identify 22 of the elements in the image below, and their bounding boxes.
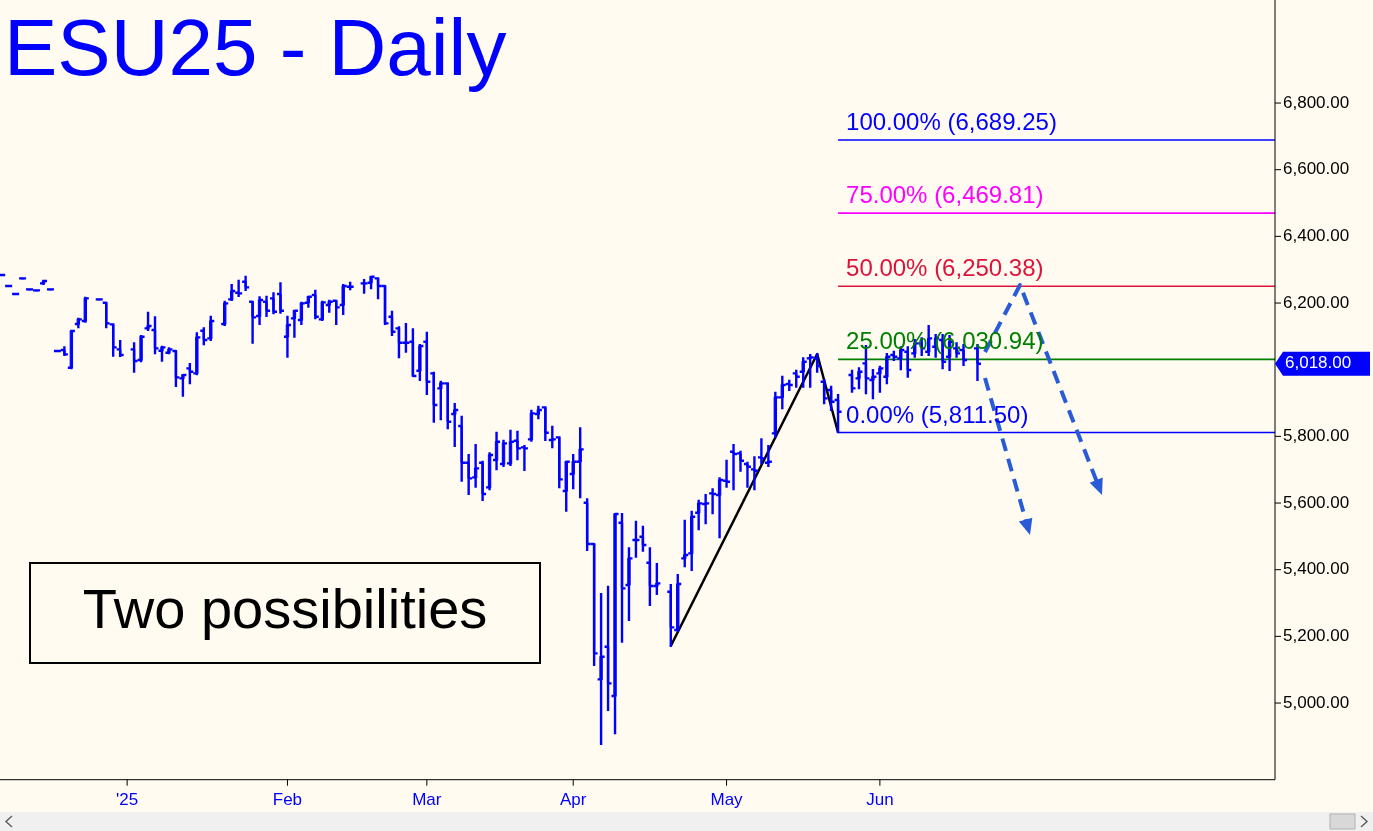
- ref-line-label: 50.00% (6,250.38): [846, 254, 1044, 282]
- ref-line-label: 75.00% (6,469.81): [846, 181, 1044, 209]
- y-tick-label: 5,800.00: [1283, 425, 1350, 445]
- x-tick-label: May: [710, 789, 744, 809]
- y-tick-label: 5,600.00: [1283, 492, 1350, 512]
- chart-title: ESU25 - Daily: [4, 3, 507, 92]
- ref-line-label: 0.00% (5,811.50): [846, 400, 1029, 428]
- annotation: Two possibilities: [82, 576, 488, 640]
- x-tick-label: Mar: [412, 789, 442, 809]
- y-tick-label: 6,200.00: [1283, 292, 1350, 312]
- y-tick-label: 6,800.00: [1283, 92, 1350, 112]
- x-tick-label: Apr: [559, 789, 587, 809]
- y-tick-label: 6,400.00: [1283, 225, 1350, 245]
- y-tick-label: 6,600.00: [1283, 159, 1350, 179]
- x-tick-label: '25: [116, 789, 139, 809]
- y-tick-label: 5,200.00: [1283, 625, 1350, 645]
- x-tick-label: Feb: [272, 789, 303, 809]
- y-tick-label: 5,400.00: [1283, 559, 1350, 579]
- y-tick-label: 5,000.00: [1283, 692, 1350, 712]
- text: 6,018.00: [1285, 353, 1352, 373]
- ref-line-label: 100.00% (6,689.25): [846, 107, 1057, 135]
- x-tick-label: Jun: [866, 789, 894, 809]
